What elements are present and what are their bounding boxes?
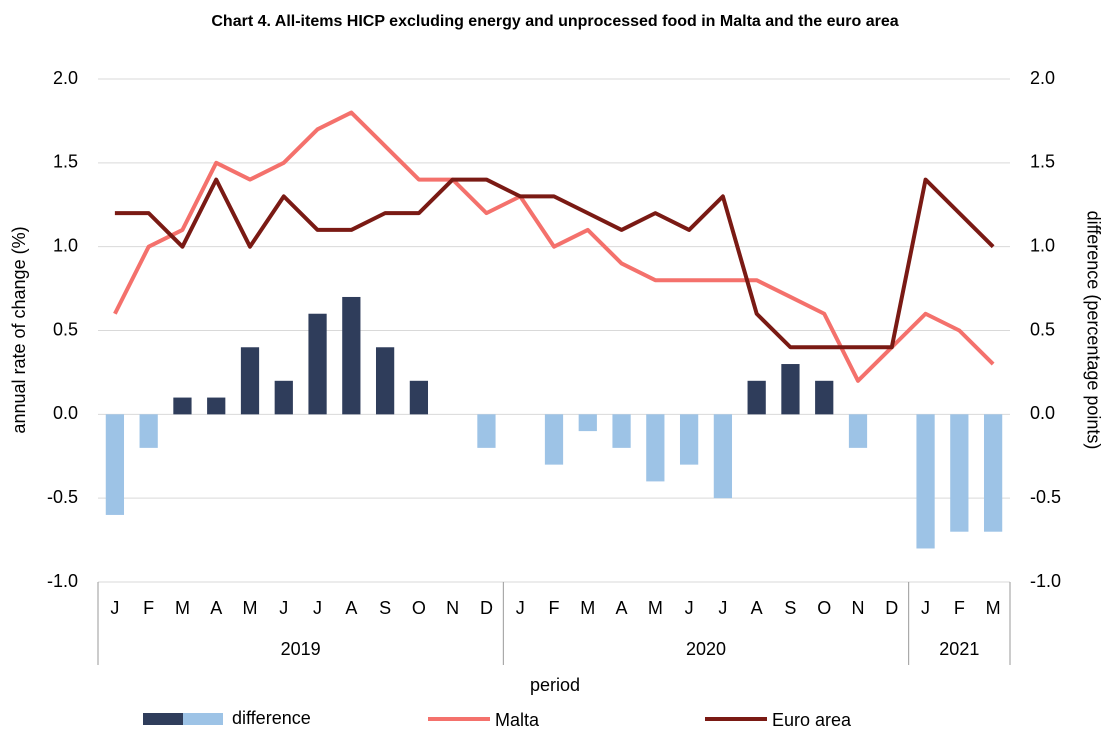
legend-label: difference [232,708,311,728]
x-tick-label: M [648,598,663,618]
y-tick-label: -0.5 [47,487,78,507]
x-tick-label: S [379,598,391,618]
x-tick-label: M [175,598,190,618]
bar [578,414,597,432]
x-tick-label: A [751,598,763,618]
x-tick-label: J [718,598,727,618]
bar [409,380,429,415]
x-tick-label: M [986,598,1001,618]
bar [916,414,935,549]
bar [207,397,226,415]
x-tick-label: J [279,598,288,618]
line [114,177,995,350]
y2-tick-label: -1.0 [1030,571,1061,591]
bar [679,414,699,465]
legend-label: Euro area [772,710,852,730]
x-tick-label: F [549,598,560,618]
bar [139,414,158,448]
y2-tick-label: 2.0 [1030,68,1055,88]
x-tick-label: S [784,598,796,618]
x-tick-label: N [446,598,459,618]
legend-label: Malta [495,710,540,730]
x-tick-label: J [516,598,525,618]
y-axis-title: annual rate of change (%) [9,226,29,433]
x-tick-label: D [480,598,493,618]
x-group-label: 2020 [686,639,726,659]
bar [713,414,733,499]
x-tick-label: A [345,598,357,618]
bar [848,414,868,448]
bar [950,414,969,532]
x-group-label: 2021 [939,639,979,659]
y2-tick-label: -0.5 [1030,487,1061,507]
x-tick-label: A [616,598,628,618]
bar [747,380,766,415]
bar [173,397,192,415]
y2-tick-label: 1.0 [1030,235,1055,255]
bar [240,347,260,415]
bar [274,380,293,415]
bar [308,313,327,415]
chart-title: Chart 4. All-items HICP excluding energy… [211,13,898,30]
bar [375,347,395,415]
bar [612,414,631,448]
y-tick-label: 1.5 [53,152,78,172]
x-tick-label: M [580,598,595,618]
x-tick-label: J [110,598,119,618]
x-tick-label: J [313,598,322,618]
bar [105,414,125,515]
legend-swatch [183,713,223,725]
y-tick-label: 2.0 [53,68,78,88]
x-axis-title: period [530,675,580,695]
y2-tick-label: 0.0 [1030,403,1055,423]
x-tick-label: D [885,598,898,618]
y-tick-label: 0.0 [53,403,78,423]
legend-swatch [143,713,183,725]
x-tick-label: F [954,598,965,618]
y2-tick-label: 0.5 [1030,319,1055,339]
y2-axis-title: difference (percentage points) [1083,211,1103,450]
bar [477,414,496,448]
y-tick-label: -1.0 [47,571,78,591]
line [113,110,995,383]
bar [646,414,665,482]
bar [815,380,834,415]
x-tick-label: O [412,598,426,618]
x-tick-label: A [210,598,222,618]
bar [342,296,361,415]
x-tick-label: J [921,598,930,618]
x-group-label: 2019 [281,639,321,659]
bar [544,414,564,465]
x-tick-label: J [685,598,694,618]
x-tick-label: O [817,598,831,618]
y-tick-label: 1.0 [53,235,78,255]
bar [781,364,800,415]
x-tick-label: M [243,598,258,618]
y-tick-label: 0.5 [53,319,78,339]
y2-tick-label: 1.5 [1030,152,1055,172]
x-tick-label: N [852,598,865,618]
x-tick-label: F [143,598,154,618]
bar [983,414,1003,532]
